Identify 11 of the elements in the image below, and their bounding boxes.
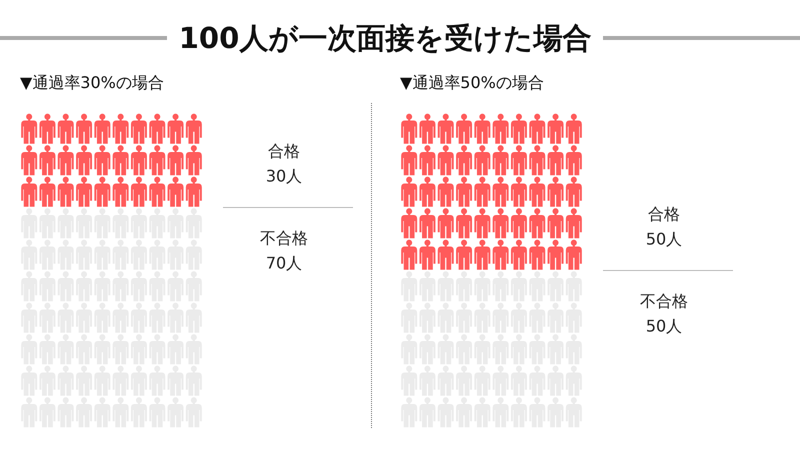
data-label: 70人	[266, 254, 302, 272]
data-label: 50人	[646, 230, 682, 248]
category-label: 合格	[268, 142, 300, 160]
category-label: 合格	[648, 204, 680, 224]
data-label: 30人	[266, 166, 302, 186]
text: 100人が一次面接を受けた場合	[178, 21, 592, 55]
data-label: 50人	[646, 316, 682, 336]
category-label: 不合格	[260, 228, 308, 248]
text: ▼通過率50%の場合	[400, 73, 544, 92]
category-label: 不合格	[640, 292, 688, 310]
text: ▼通過率30%の場合	[20, 73, 164, 92]
